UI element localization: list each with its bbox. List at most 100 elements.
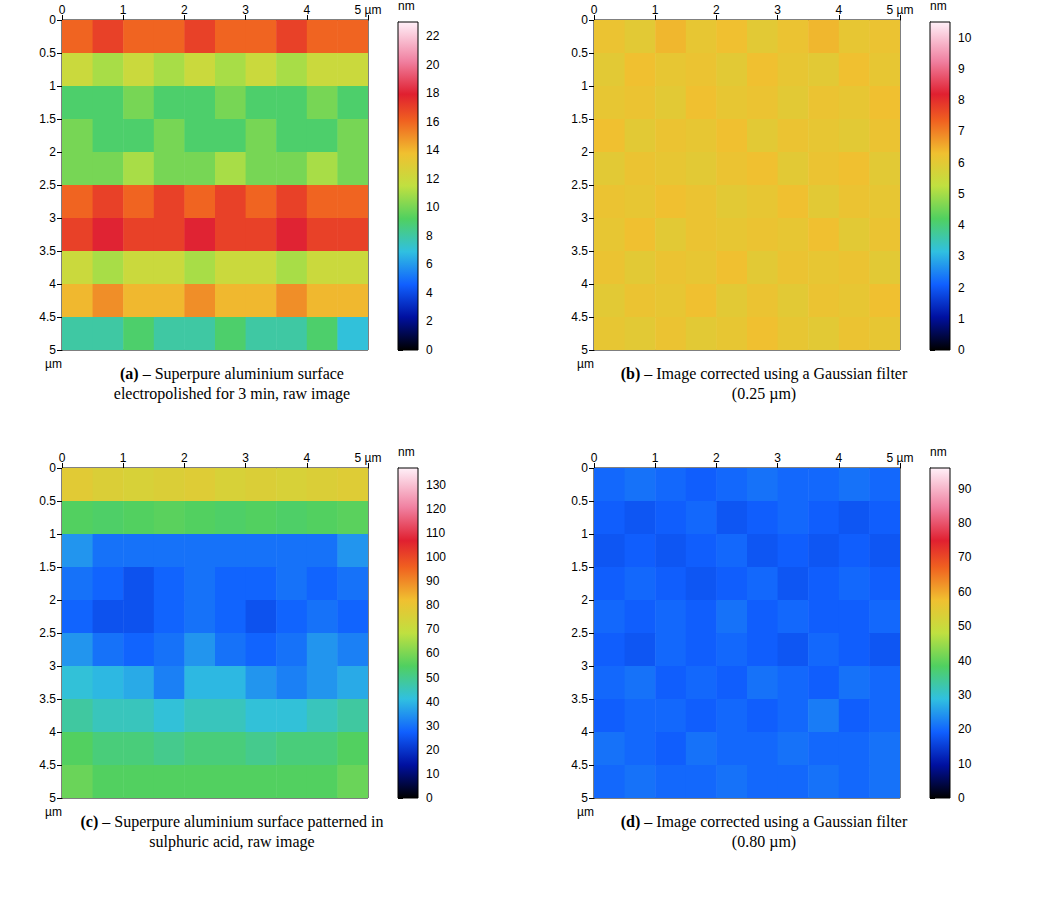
svg-text:5: 5: [49, 343, 56, 357]
svg-text:1.5: 1.5: [39, 560, 56, 574]
svg-text:nm: nm: [930, 445, 947, 459]
svg-text:2: 2: [581, 593, 588, 607]
svg-text:50: 50: [426, 671, 440, 685]
svg-text:2: 2: [713, 3, 720, 17]
svg-text:10: 10: [426, 767, 440, 781]
svg-text:120: 120: [426, 502, 446, 516]
svg-text:2.5: 2.5: [39, 178, 56, 192]
svg-text:1: 1: [49, 527, 56, 541]
svg-text:µm: µm: [45, 805, 62, 819]
svg-text:0: 0: [581, 461, 588, 475]
svg-text:20: 20: [958, 722, 972, 736]
svg-text:2.5: 2.5: [571, 178, 588, 192]
svg-text:4: 4: [581, 725, 588, 739]
svg-text:2: 2: [713, 451, 720, 465]
svg-text:4.5: 4.5: [39, 758, 56, 772]
svg-text:4: 4: [958, 218, 965, 232]
svg-text:1: 1: [652, 3, 659, 17]
svg-text:40: 40: [426, 695, 440, 709]
svg-text:70: 70: [958, 550, 972, 564]
svg-text:4: 4: [581, 277, 588, 291]
svg-text:3: 3: [581, 659, 588, 673]
svg-text:3: 3: [958, 249, 965, 263]
svg-text:0: 0: [958, 343, 965, 357]
svg-text:0: 0: [59, 3, 66, 17]
svg-text:3: 3: [49, 211, 56, 225]
svg-text:4: 4: [303, 451, 310, 465]
svg-text:2: 2: [581, 145, 588, 159]
svg-text:3.5: 3.5: [39, 244, 56, 258]
svg-text:3: 3: [242, 451, 249, 465]
svg-text:µm: µm: [577, 805, 594, 819]
svg-text:30: 30: [958, 688, 972, 702]
svg-text:8: 8: [958, 93, 965, 107]
svg-text:4: 4: [426, 286, 433, 300]
svg-text:0: 0: [49, 461, 56, 475]
svg-text:3.5: 3.5: [571, 692, 588, 706]
svg-text:5 µm: 5 µm: [355, 451, 382, 465]
svg-text:5: 5: [49, 791, 56, 805]
svg-text:0: 0: [591, 451, 598, 465]
svg-text:10: 10: [958, 757, 972, 771]
svg-text:4.5: 4.5: [39, 310, 56, 324]
svg-text:3.5: 3.5: [571, 244, 588, 258]
svg-text:5: 5: [958, 187, 965, 201]
svg-text:4: 4: [49, 277, 56, 291]
svg-text:nm: nm: [398, 0, 415, 13]
svg-text:3: 3: [774, 451, 781, 465]
svg-text:5 µm: 5 µm: [887, 451, 914, 465]
svg-text:5 µm: 5 µm: [355, 3, 382, 17]
svg-text:3: 3: [49, 659, 56, 673]
svg-text:2.5: 2.5: [39, 626, 56, 640]
svg-text:18: 18: [426, 86, 440, 100]
svg-text:50: 50: [958, 619, 972, 633]
svg-text:0.5: 0.5: [39, 46, 56, 60]
svg-text:16: 16: [426, 115, 440, 129]
svg-text:1: 1: [49, 79, 56, 93]
svg-text:10: 10: [958, 31, 972, 45]
svg-text:µm: µm: [45, 357, 62, 371]
svg-text:3: 3: [242, 3, 249, 17]
svg-text:µm: µm: [577, 357, 594, 371]
svg-text:0: 0: [49, 13, 56, 27]
svg-text:30: 30: [426, 719, 440, 733]
svg-text:14: 14: [426, 143, 440, 157]
svg-text:3: 3: [774, 3, 781, 17]
svg-text:9: 9: [958, 62, 965, 76]
svg-text:1: 1: [581, 79, 588, 93]
svg-text:0: 0: [426, 343, 433, 357]
svg-text:40: 40: [958, 654, 972, 668]
svg-text:100: 100: [426, 550, 446, 564]
svg-text:0: 0: [591, 3, 598, 17]
svg-text:0: 0: [59, 451, 66, 465]
svg-text:0: 0: [426, 791, 433, 805]
svg-text:0.5: 0.5: [571, 46, 588, 60]
svg-text:3.5: 3.5: [39, 692, 56, 706]
svg-text:4: 4: [835, 451, 842, 465]
svg-text:60: 60: [426, 646, 440, 660]
svg-text:80: 80: [426, 598, 440, 612]
svg-text:2: 2: [49, 593, 56, 607]
svg-text:70: 70: [426, 622, 440, 636]
svg-text:8: 8: [426, 229, 433, 243]
svg-text:110: 110: [426, 526, 445, 540]
svg-text:5: 5: [581, 791, 588, 805]
svg-text:nm: nm: [930, 0, 947, 13]
svg-text:4: 4: [835, 3, 842, 17]
svg-text:1: 1: [120, 451, 127, 465]
svg-text:7: 7: [958, 124, 965, 138]
svg-text:20: 20: [426, 58, 440, 72]
svg-text:4: 4: [49, 725, 56, 739]
svg-text:2: 2: [49, 145, 56, 159]
svg-text:80: 80: [958, 516, 972, 530]
svg-text:2: 2: [426, 314, 433, 328]
svg-text:4.5: 4.5: [571, 758, 588, 772]
svg-text:2: 2: [181, 3, 188, 17]
svg-text:1: 1: [581, 527, 588, 541]
svg-text:3: 3: [581, 211, 588, 225]
svg-text:1: 1: [120, 3, 127, 17]
svg-text:5 µm: 5 µm: [887, 3, 914, 17]
svg-text:0: 0: [958, 791, 965, 805]
svg-text:6: 6: [426, 257, 433, 271]
svg-text:1: 1: [652, 451, 659, 465]
